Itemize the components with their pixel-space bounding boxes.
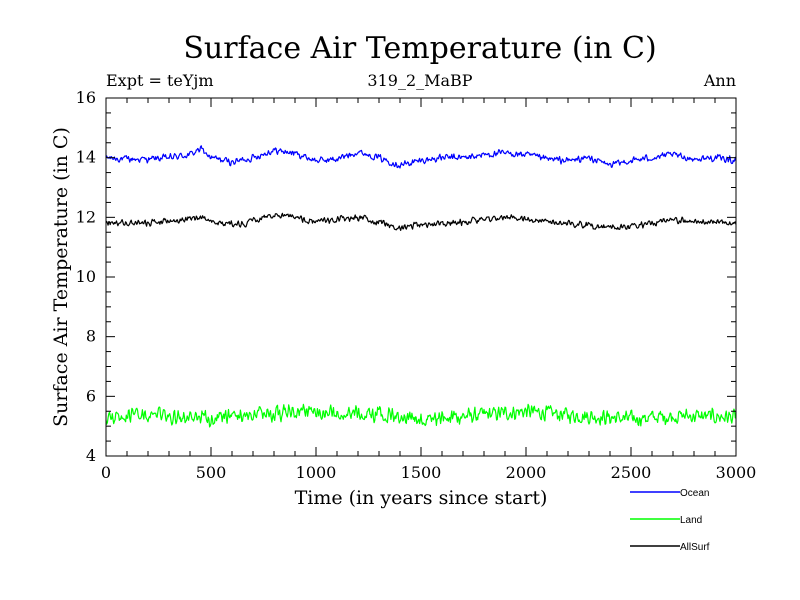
season-label: Ann (703, 71, 736, 90)
legend-label-land: Land (680, 515, 702, 526)
y-tick-label: 8 (86, 327, 96, 346)
chart-title: Surface Air Temperature (in C) (183, 31, 656, 66)
y-tick-label: 4 (86, 446, 96, 465)
y-axis-label: Surface Air Temperature (in C) (50, 127, 72, 427)
series-layer (105, 145, 737, 428)
x-tick-label: 2500 (611, 463, 652, 482)
plot-frame (105, 97, 737, 457)
series-line-allsurf (105, 212, 737, 231)
y-tick-label: 12 (76, 207, 96, 226)
x-tick-label: 500 (196, 463, 227, 482)
tick-layer: 0 500 1000 1500 2000 2500 3000 4 6 8 10 12 14 16 (76, 88, 757, 482)
series-line-ocean (105, 145, 737, 169)
y-tick-label: 14 (76, 148, 96, 167)
legend: Ocean Land AllSurf (630, 488, 710, 553)
y-tick-label: 10 (76, 267, 96, 286)
x-tick-label: 2000 (506, 463, 547, 482)
legend-label-allsurf: AllSurf (680, 542, 710, 553)
legend-label-ocean: Ocean (680, 488, 709, 499)
y-tick-label: 6 (86, 386, 96, 405)
chart-subtitle: 319_2_MaBP (367, 71, 472, 90)
x-tick-label: 1500 (401, 463, 442, 482)
experiment-label: Expt = teYjm (106, 71, 214, 90)
x-axis-label: Time (in years since start) (295, 487, 548, 509)
x-tick-label: 3000 (716, 463, 757, 482)
x-tick-label: 0 (101, 463, 111, 482)
x-tick-label: 1000 (296, 463, 337, 482)
y-tick-label: 16 (76, 88, 96, 107)
series-line-land (105, 403, 737, 428)
